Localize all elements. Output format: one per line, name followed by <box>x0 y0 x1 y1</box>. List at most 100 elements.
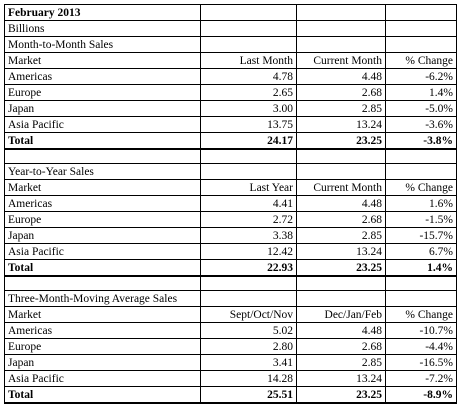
report-title: February 2013 <box>4 4 201 21</box>
market-name: Americas <box>4 322 201 339</box>
percent-change: 1.4% <box>385 84 457 101</box>
current-value: 13.24 <box>296 370 386 387</box>
previous-value: 5.02 <box>200 322 297 339</box>
section-heading-row: Year-to-Year Sales <box>4 163 457 180</box>
empty-cell <box>200 290 297 307</box>
column-header-market: Market <box>4 52 201 69</box>
market-name: Americas <box>4 195 201 212</box>
section-heading: Three-Month-Moving Average Sales <box>4 290 201 307</box>
total-previous: 25.51 <box>200 386 297 404</box>
total-current: 23.25 <box>296 386 386 404</box>
market-name: Europe <box>4 211 201 228</box>
column-header-current: Current Month <box>296 179 386 196</box>
current-value: 4.48 <box>296 195 386 212</box>
column-header-row: Market Last Year Current Month% Change <box>4 179 457 196</box>
total-label: Total <box>4 259 201 277</box>
percent-change: -5.0% <box>385 100 457 117</box>
percent-change: -4.4% <box>385 338 457 355</box>
total-label: Total <box>4 132 201 150</box>
total-current: 23.25 <box>296 132 386 150</box>
market-name: Americas <box>4 68 201 85</box>
empty-cell <box>385 163 457 180</box>
percent-change: -15.7% <box>385 227 457 244</box>
total-previous: 24.17 <box>200 132 297 150</box>
table-row: Americas 4.41 4.48 1.6% <box>4 195 457 212</box>
previous-value: 4.41 <box>200 195 297 212</box>
empty-cell <box>296 36 386 53</box>
previous-value: 13.75 <box>200 116 297 133</box>
column-header-market: Market <box>4 306 201 323</box>
column-header-market: Market <box>4 179 201 196</box>
percent-change: -7.2% <box>385 370 457 387</box>
table-row: Europe 2.72 2.68 -1.5% <box>4 211 457 228</box>
column-header-previous: Last Month <box>200 52 297 69</box>
previous-value: 2.65 <box>200 84 297 101</box>
spacer-cell <box>385 275 457 291</box>
section-heading-row: Three-Month-Moving Average Sales <box>4 290 457 307</box>
previous-value: 12.42 <box>200 243 297 260</box>
units-label: Billions <box>4 20 201 37</box>
current-value: 2.68 <box>296 338 386 355</box>
percent-change: -6.2% <box>385 68 457 85</box>
total-change: -3.8% <box>385 132 457 150</box>
current-value: 2.85 <box>296 100 386 117</box>
column-header-current: Current Month <box>296 52 386 69</box>
empty-cell <box>200 163 297 180</box>
total-previous: 22.93 <box>200 259 297 277</box>
current-value: 4.48 <box>296 322 386 339</box>
column-header-change: % Change <box>385 306 457 323</box>
current-value: 2.85 <box>296 354 386 371</box>
total-row: Total 25.51 23.25 -8.9% <box>4 386 457 404</box>
spacer-cell <box>385 148 457 164</box>
total-change: 1.4% <box>385 259 457 277</box>
empty-cell <box>200 36 297 53</box>
spacer-cell <box>4 148 201 164</box>
sales-report: February 2013 Billions Month-to-Month Sa… <box>4 4 457 404</box>
current-value: 13.24 <box>296 243 386 260</box>
table-row: Japan 3.38 2.85 -15.7% <box>4 227 457 244</box>
table-row: Americas 5.02 4.48 -10.7% <box>4 322 457 339</box>
column-header-change: % Change <box>385 179 457 196</box>
table-row: Europe 2.80 2.68 -4.4% <box>4 338 457 355</box>
previous-value: 3.41 <box>200 354 297 371</box>
empty-cell <box>296 163 386 180</box>
previous-value: 3.00 <box>200 100 297 117</box>
empty-cell <box>296 290 386 307</box>
section-heading: Year-to-Year Sales <box>4 163 201 180</box>
total-current: 23.25 <box>296 259 386 277</box>
section-spacer <box>4 148 457 164</box>
empty-cell <box>385 36 457 53</box>
total-row: Total 24.17 23.25 -3.8% <box>4 132 457 150</box>
percent-change: -1.5% <box>385 211 457 228</box>
percent-change: -16.5% <box>385 354 457 371</box>
current-value: 2.85 <box>296 227 386 244</box>
market-name: Asia Pacific <box>4 370 201 387</box>
current-value: 2.68 <box>296 211 386 228</box>
current-value: 2.68 <box>296 84 386 101</box>
market-name: Asia Pacific <box>4 116 201 133</box>
column-header-row: Market Sept/Oct/Nov Dec/Jan/Feb% Change <box>4 306 457 323</box>
column-header-previous: Last Year <box>200 179 297 196</box>
percent-change: 6.7% <box>385 243 457 260</box>
previous-value: 14.28 <box>200 370 297 387</box>
spacer-cell <box>200 275 297 291</box>
spacer-cell <box>296 148 386 164</box>
section-heading: Month-to-Month Sales <box>4 36 201 53</box>
table-row: Asia Pacific 14.28 13.24 -7.2% <box>4 370 457 387</box>
section-spacer <box>4 275 457 291</box>
market-name: Japan <box>4 100 201 117</box>
column-header-row: Market Last Month Current Month% Change <box>4 52 457 69</box>
current-value: 4.48 <box>296 68 386 85</box>
market-name: Japan <box>4 227 201 244</box>
previous-value: 3.38 <box>200 227 297 244</box>
column-header-current: Dec/Jan/Feb <box>296 306 386 323</box>
table-row: Americas 4.78 4.48 -6.2% <box>4 68 457 85</box>
column-header-change: % Change <box>385 52 457 69</box>
spacer-cell <box>4 275 201 291</box>
market-name: Asia Pacific <box>4 243 201 260</box>
previous-value: 2.80 <box>200 338 297 355</box>
table-row: Asia Pacific 12.42 13.24 6.7% <box>4 243 457 260</box>
percent-change: -10.7% <box>385 322 457 339</box>
percent-change: -3.6% <box>385 116 457 133</box>
market-name: Europe <box>4 84 201 101</box>
